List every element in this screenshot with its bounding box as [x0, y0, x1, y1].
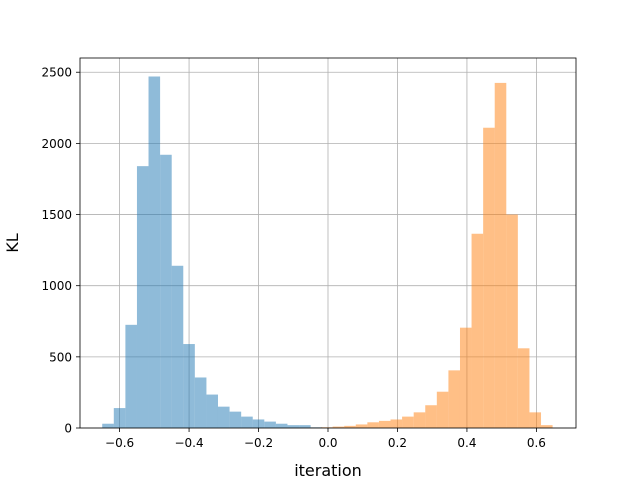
histogram-bar-series-2: [413, 412, 426, 428]
histogram-bar-series-1: [160, 154, 172, 428]
histogram-bar-series-2: [471, 233, 484, 428]
y-tick-label: 2000: [41, 137, 72, 151]
histogram-bar-series-1: [113, 408, 126, 428]
x-tick-label: 0.0: [318, 436, 337, 450]
y-axis-label: KL: [3, 233, 22, 252]
histogram-bar-series-2: [402, 416, 414, 428]
histogram-bar-series-2: [367, 422, 379, 428]
y-tick-label: 2500: [41, 66, 72, 80]
x-tick-label: −0.2: [244, 436, 273, 450]
histogram-bar-series-1: [299, 425, 311, 428]
histogram-bar-series-2: [529, 412, 542, 428]
histogram-bar-series-2: [517, 348, 530, 428]
histogram-bar-series-2: [378, 420, 391, 428]
histogram-bar-series-2: [494, 82, 507, 429]
x-tick-label: −0.4: [174, 436, 203, 450]
histogram-bar-series-1: [171, 265, 184, 428]
histogram-bar-series-2: [483, 127, 495, 428]
histogram-bar-series-2: [541, 425, 553, 428]
y-axis-ticks: 0 500 1000 1500 2000 2500: [41, 66, 80, 436]
y-tick-label: 1500: [41, 208, 72, 222]
x-tick-label: 0.2: [388, 436, 407, 450]
x-axis-ticks: −0.6 −0.4 −0.2 0.0 0.2 0.4 0.6: [105, 428, 546, 450]
x-tick-label: 0.4: [457, 436, 476, 450]
histogram-bar-series-1: [287, 425, 300, 428]
histogram-bar-series-1: [136, 166, 149, 428]
histogram-bar-series-2: [355, 424, 368, 428]
histogram-bar-series-1: [264, 421, 276, 428]
histogram-bar-series-1: [183, 344, 195, 428]
histogram-bar-series-2: [425, 405, 437, 428]
histogram-bar-series-1: [102, 423, 114, 428]
histogram-bar-series-2: [506, 214, 518, 428]
x-tick-label: −0.6: [105, 436, 134, 450]
histogram-bar-series-1: [148, 76, 161, 428]
histogram-bar-series-2: [344, 425, 356, 428]
histogram-bar-series-2: [448, 370, 460, 428]
histogram-bar-series-2: [390, 419, 403, 428]
x-tick-label: 0.6: [527, 436, 546, 450]
histogram-bar-series-1: [194, 377, 207, 428]
y-tick-label: 0: [64, 422, 72, 436]
y-tick-label: 1000: [41, 279, 72, 293]
histogram-bar-series-2: [332, 426, 345, 428]
x-axis-label: iteration: [294, 461, 362, 480]
histogram-bar-series-1: [217, 406, 230, 428]
histogram-bar-series-1: [125, 324, 137, 428]
y-tick-label: 500: [49, 350, 72, 364]
histogram-bar-series-1: [206, 394, 218, 428]
histogram-bar-series-2: [436, 391, 449, 428]
histogram-bar-series-2: [459, 327, 472, 428]
histogram-bar-series-1: [252, 419, 265, 428]
histogram-bar-series-1: [241, 416, 253, 428]
histogram-bar-series-1: [275, 423, 288, 428]
histogram-bars: [102, 76, 553, 429]
histogram-bar-series-1: [229, 411, 242, 428]
